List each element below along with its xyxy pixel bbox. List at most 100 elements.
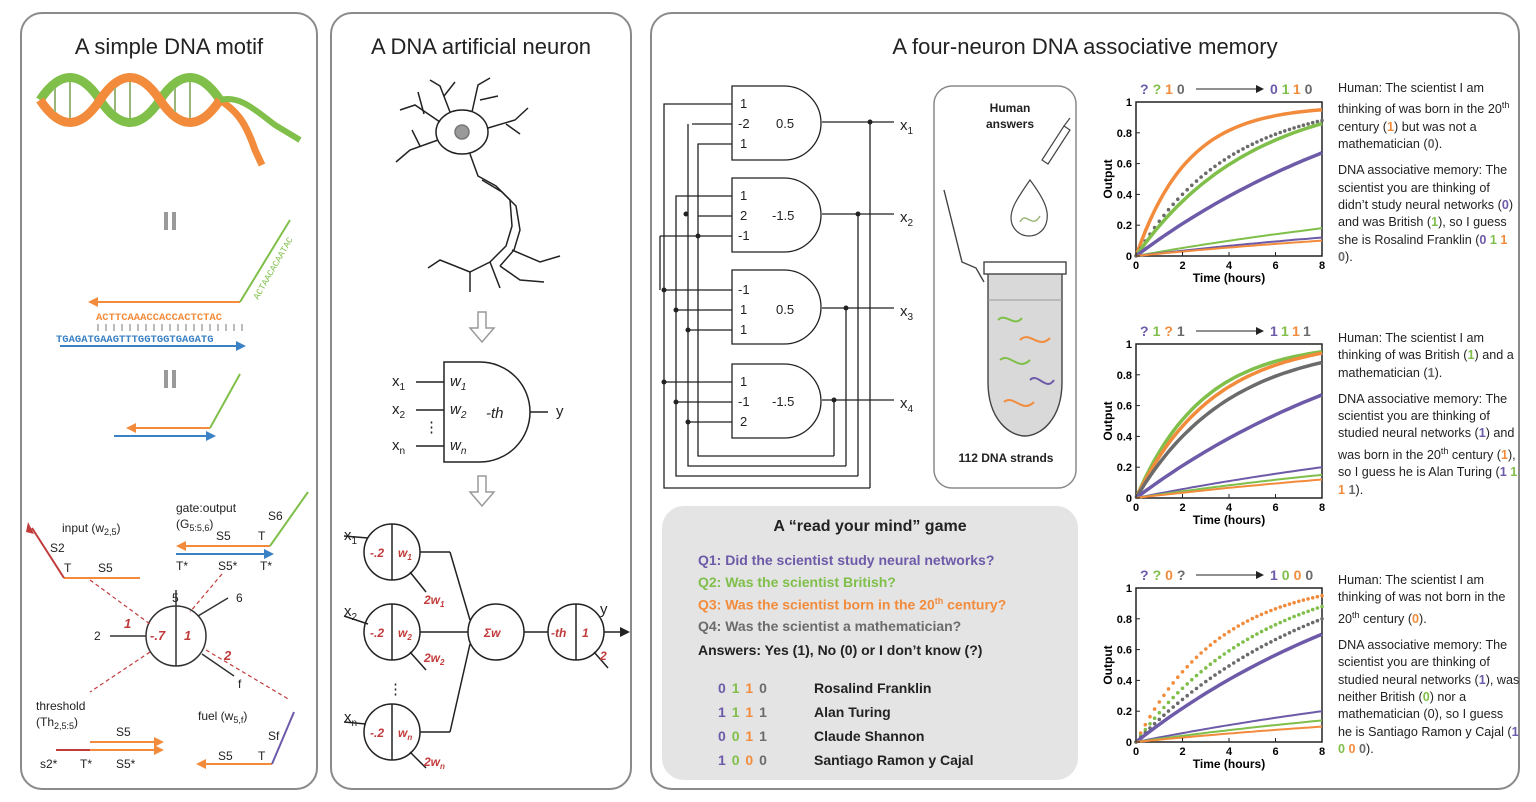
code-row-1: 0 1 1 0: [718, 680, 768, 696]
x-tick-label: 4: [1226, 502, 1233, 514]
net-out-one: 1: [582, 626, 589, 640]
gate-output-strand: [176, 491, 309, 559]
y-tick-label: 0: [1126, 737, 1132, 749]
x-tick-label: 4: [1226, 260, 1233, 272]
label-node-f: f: [238, 677, 242, 691]
gate3-th: 0.5: [776, 302, 794, 317]
curve-point: [1162, 213, 1166, 218]
gate-w2: w2: [450, 401, 467, 421]
curve-point: [1222, 667, 1227, 671]
gate2-w1: 1: [740, 188, 747, 203]
curve-point: [1236, 624, 1241, 628]
y-tick-label: 0.8: [1117, 128, 1132, 140]
tube-label-line1: Human: [990, 101, 1031, 115]
curve-point: [1264, 627, 1268, 631]
curve-point: [1236, 643, 1241, 647]
curve-point: [1162, 693, 1166, 698]
curve-point: [1157, 700, 1162, 704]
curve-point: [1171, 202, 1175, 207]
x-tick-label: 8: [1319, 746, 1325, 758]
curve-line: [1134, 360, 1323, 499]
curve-point: [1227, 649, 1231, 653]
curve-point: [1301, 611, 1306, 615]
curve-point: [1208, 167, 1213, 172]
droplet-icon: [1010, 178, 1048, 237]
curve-point: [1255, 632, 1259, 636]
curve-line: [1135, 239, 1323, 257]
curve-point: [1162, 705, 1166, 710]
net-vdots: ⋮: [388, 681, 403, 698]
curve-point: [1301, 624, 1306, 629]
curve-point: [1264, 610, 1268, 615]
x-axis-label: Time (hours): [1193, 271, 1265, 285]
curve-point: [1176, 691, 1180, 695]
curve-point: [1241, 655, 1245, 660]
net-2wn: 2wn: [423, 755, 445, 771]
dna-helix-graphic: [36, 73, 302, 167]
curve-point: [1255, 647, 1259, 652]
curve-point: [1236, 658, 1241, 662]
label-s5star-gate: S5*: [218, 559, 238, 573]
y-tick-label: 0.4: [1117, 675, 1133, 687]
curve-point: [1231, 152, 1236, 156]
side-1-dna: DNA associative memory: The scientist yo…: [1338, 163, 1514, 264]
y-tick-label: 0.8: [1117, 614, 1132, 626]
curve-point: [1320, 617, 1324, 621]
output-chart-2: ? 1? 1 1 1 1 1 0 0.2 0.4 0.6 0.8 1 0 2 4 6 8 Time (hours) O…: [1101, 323, 1325, 527]
curve-point: [1250, 616, 1255, 621]
curve-point: [1315, 594, 1320, 599]
y-tick-label: 1: [1126, 583, 1132, 595]
neuron-illustration: [395, 77, 561, 292]
x-tick-label: 8: [1319, 502, 1325, 514]
curve-point: [1190, 183, 1194, 188]
curve-point: [1152, 707, 1157, 711]
curve-point: [1213, 673, 1217, 677]
curve-point: [1292, 126, 1296, 130]
curve-point: [1315, 119, 1320, 124]
curve-point: [1250, 650, 1255, 654]
side-2-human: Human: The scientist I am thinking of wa…: [1338, 331, 1514, 380]
curve-point: [1208, 643, 1213, 647]
curve-point: [1185, 682, 1189, 686]
output-arrow-icon: [620, 627, 630, 637]
fuel-strand: [196, 711, 295, 769]
curve-line: [1135, 466, 1323, 499]
curve-point: [1283, 603, 1287, 608]
curve-point: [1283, 633, 1287, 637]
net-x1: x1: [344, 527, 358, 547]
y-tick-label: 0.4: [1117, 431, 1133, 443]
read-your-mind-game: A “read your mind” game Q1: Did the scie…: [662, 506, 1078, 780]
curve-point: [1227, 629, 1231, 634]
y-tick-label: 0.8: [1117, 370, 1132, 382]
net-y: y: [600, 601, 608, 618]
circuit-x4: x4: [900, 395, 914, 415]
curve-point: [1264, 642, 1268, 647]
curve-line: [1134, 351, 1323, 499]
curve-point: [1297, 626, 1301, 631]
game-title: A “read your mind” game: [773, 518, 967, 535]
code-row-2: 1 1 1 1: [718, 704, 768, 720]
curve-point: [1259, 645, 1264, 649]
panel3-title: A four-neuron DNA associative memory: [892, 34, 1278, 59]
curve-point: [1306, 122, 1310, 126]
fuel-label: fuel (w5,f): [198, 709, 247, 725]
y-tick-label: 1: [1126, 97, 1132, 109]
curve-point: [1171, 681, 1175, 685]
name-row-4: Santiago Ramon y Cajal: [814, 752, 974, 768]
y-axis-label: Output: [1101, 401, 1115, 440]
strand-diagram-sequence: [60, 219, 291, 351]
gate2-w3: -1: [738, 228, 750, 243]
curve-point: [1180, 670, 1185, 674]
curve-point: [1199, 175, 1203, 179]
curve-point: [1278, 605, 1282, 609]
curve-point: [1236, 149, 1241, 154]
question-3: Q3: Was the scientist born in the 20th c…: [698, 596, 1007, 613]
gate4-th: -1.5: [772, 394, 794, 409]
y-axis-label: Output: [1101, 159, 1115, 198]
curve-line: [1134, 151, 1323, 258]
node-left-value: -.7: [150, 628, 166, 643]
curve-point: [1292, 600, 1296, 605]
